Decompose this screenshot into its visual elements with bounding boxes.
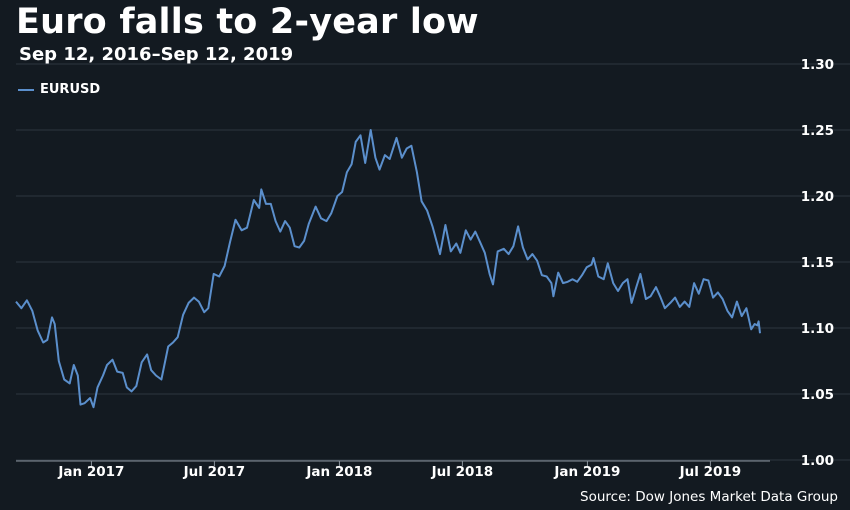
y-tick-label: 1.00	[801, 453, 834, 469]
y-tick-label: 1.10	[801, 321, 834, 337]
x-tick-label: Jul 2019	[679, 464, 742, 480]
y-tick-label: 1.15	[801, 255, 834, 271]
y-tick-label: 1.20	[801, 189, 834, 205]
y-tick-label: 1.25	[801, 123, 834, 139]
legend-line-icon	[18, 88, 34, 91]
x-tick-label: Jan 2017	[57, 464, 124, 480]
y-tick-label: 1.30	[801, 57, 834, 73]
x-tick-label: Jul 2017	[183, 464, 246, 480]
source-note: Source: Dow Jones Market Data Group	[580, 489, 838, 505]
chart-legend: EURUSD	[18, 82, 100, 97]
legend-label-eurusd: EURUSD	[40, 82, 101, 97]
x-tick-label: Jul 2018	[431, 464, 494, 480]
chart-subtitle: Sep 12, 2016–Sep 12, 2019	[19, 44, 294, 65]
chart-title: Euro falls to 2-year low	[16, 2, 479, 42]
series-line-eurusd	[15, 129, 761, 409]
x-tick-label: Jan 2019	[553, 464, 620, 480]
y-tick-label: 1.05	[801, 387, 834, 403]
x-tick-label: Jan 2018	[305, 464, 372, 480]
